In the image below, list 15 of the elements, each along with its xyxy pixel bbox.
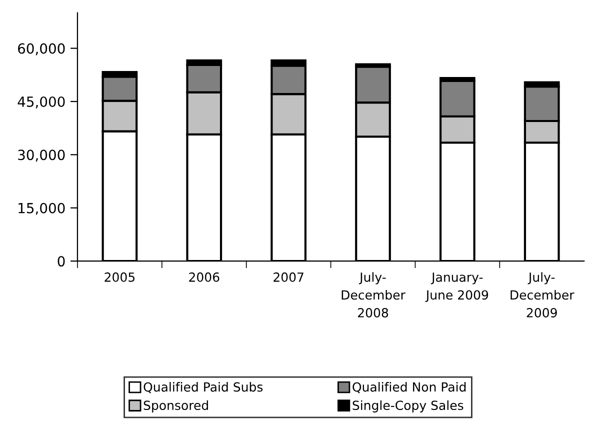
x-tick-label: 2007 [274, 272, 304, 282]
x-tick-label: 2005 [104, 272, 135, 282]
y-tick-label: 45,000 [18, 96, 65, 108]
y-tick-label: 15,000 [18, 202, 65, 215]
legend-label: Qualified Non Paid [352, 382, 466, 394]
x-tick-label: January- June 2009 [425, 272, 488, 302]
x-tick-label: July- December 2009 [510, 272, 574, 318]
x-tick-label: 2006 [189, 272, 220, 282]
x-tick-label: July- December 2008 [342, 272, 406, 318]
y-tick-label: 30,000 [18, 150, 65, 162]
legend-label: Qualified Paid Subs [144, 382, 263, 394]
legend-label: Sponsored [144, 400, 208, 412]
y-tick-label: 0 [58, 256, 65, 267]
legend-label: Single-Copy Sales [352, 400, 464, 412]
y-tick-label: 60,000 [18, 43, 65, 56]
